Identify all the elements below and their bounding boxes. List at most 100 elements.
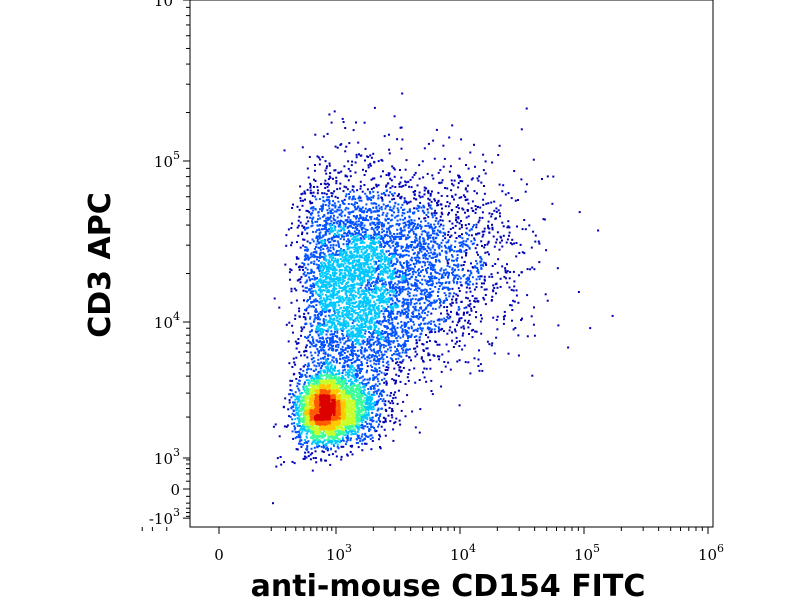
event-dot [389,289,392,292]
event-dot [319,340,322,343]
event-dot [465,240,468,243]
event-dot [433,227,436,230]
event-dot [380,393,383,396]
event-dot [292,203,294,206]
event-dot [336,188,339,191]
event-dot [298,440,301,443]
event-dot [514,199,517,202]
event-dot [307,339,310,342]
event-dot [383,234,386,237]
event-dot [512,270,515,273]
event-dot [291,324,294,327]
event-dot [525,107,528,110]
event-dot [306,279,309,282]
event-dot [415,279,418,282]
event-dot [429,367,432,370]
event-dot [376,209,379,212]
event-dot [482,233,485,236]
event-dot [372,195,375,197]
event-dot [390,340,393,343]
event-dot [350,437,352,440]
event-dot [312,378,315,381]
event-dot [382,343,385,346]
event-dot [397,209,400,212]
event-dot [392,207,395,210]
event-dot [365,211,368,213]
event-dot [390,303,392,306]
event-dot [483,278,486,281]
event-dot [345,301,348,304]
event-dot [399,336,402,339]
event-dot [376,228,379,231]
event-dot [290,290,293,293]
event-dot [381,258,383,261]
event-dot [355,217,358,220]
event-dot [304,286,307,289]
event-dot [327,448,330,450]
event-dot [315,461,318,464]
event-dot [375,288,378,291]
event-dot [421,278,424,281]
event-dot [443,361,446,363]
event-dot [475,260,478,262]
event-dot [484,294,487,296]
event-dot [351,314,354,317]
event-dot [327,354,330,357]
event-dot [364,325,367,328]
event-dot [324,459,327,462]
event-dot [319,224,322,227]
event-dot [429,206,432,209]
event-dot [298,310,301,313]
event-dot [315,235,318,238]
event-dot [316,277,319,279]
event-dot [338,441,341,444]
event-dot [431,230,434,232]
event-dot [354,319,357,322]
event-dot [314,450,317,453]
event-dot [337,229,340,232]
event-dot [440,283,443,286]
event-dot [375,241,378,244]
event-dot [353,206,356,208]
event-dot [341,312,344,315]
event-dot [429,192,432,195]
event-dot [368,340,371,343]
event-dot [378,359,380,362]
event-dot [446,332,449,335]
event-dot [378,354,381,357]
event-dot [454,276,457,279]
event-dot [404,340,407,343]
event-dot [385,242,388,245]
event-dot [314,308,317,311]
event-dot [412,310,415,313]
event-dot [384,298,387,301]
event-dot [363,184,366,186]
event-dot [327,211,330,214]
event-dot [360,284,363,287]
event-dot [328,343,331,346]
event-dot [362,438,365,441]
event-dot [417,256,420,259]
event-dot [481,244,483,247]
event-dot [310,330,313,333]
event-dot [545,249,548,252]
event-dot [414,355,417,358]
event-dot [494,263,497,265]
event-dot [293,287,296,290]
event-dot [346,307,349,310]
event-dot [399,361,402,364]
event-dot [467,319,470,322]
event-dot [370,234,372,237]
event-dot [434,255,437,258]
event-dot [342,222,345,225]
event-dot [299,376,301,378]
event-dot [423,240,426,243]
event-dot [464,281,467,284]
event-dot [351,340,354,343]
event-dot [306,254,309,257]
event-dot [452,270,455,273]
event-dot [449,326,452,329]
event-dot [309,189,312,192]
event-dot [336,336,339,339]
event-dot [296,382,299,385]
